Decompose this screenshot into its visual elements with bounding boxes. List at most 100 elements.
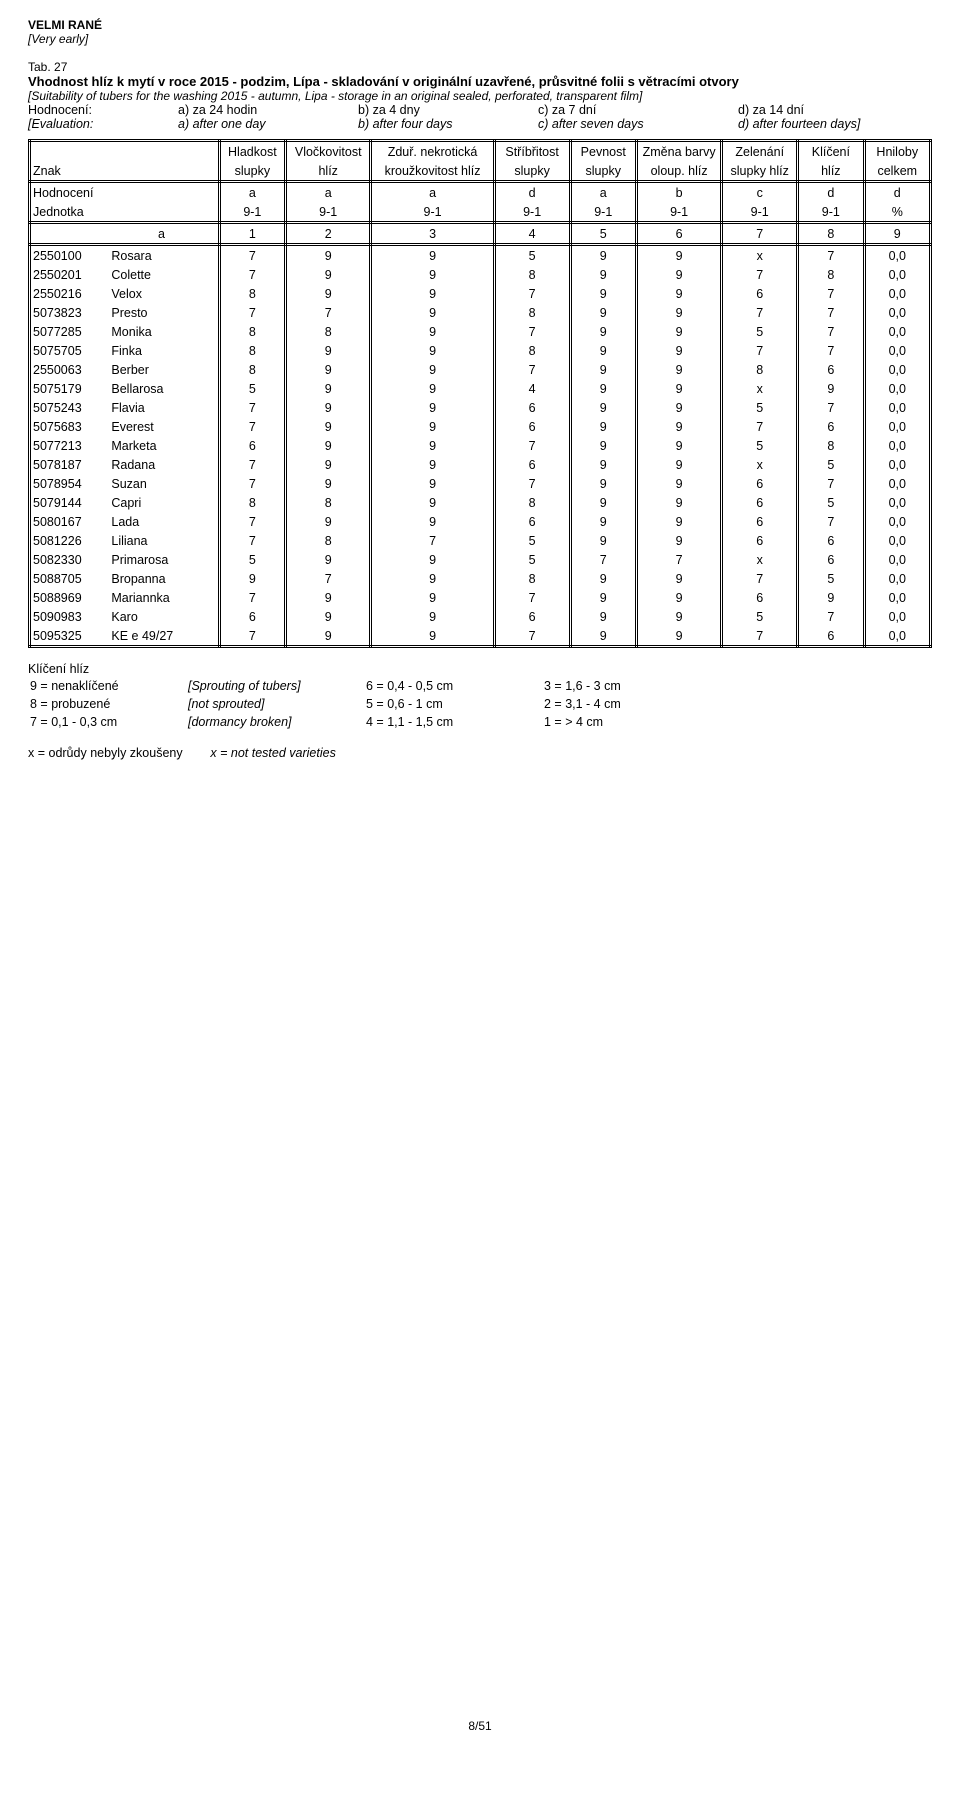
table-row: 5 [494, 245, 570, 266]
table-row: 5073823 [30, 303, 106, 322]
table-row: 6 [722, 531, 798, 550]
table-row-hodnoceni: d [798, 182, 864, 203]
table-header: Hladkost [219, 141, 285, 162]
table-row-jednotka: Jednotka [30, 202, 106, 223]
table-row: 7 [722, 626, 798, 647]
table-row-hodnoceni: Hodnocení [30, 182, 106, 203]
table-row-jednotka: 9-1 [494, 202, 570, 223]
table-row: 2550063 [30, 360, 106, 379]
table-row-colnums: 7 [722, 223, 798, 245]
table-row: 5 [494, 531, 570, 550]
legend-cell: 9 = nenaklíčené [30, 678, 186, 694]
table-row: 9 [219, 569, 285, 588]
table-row: 7 [798, 303, 864, 322]
table-row: 9 [570, 512, 636, 531]
table-row: 9 [286, 626, 371, 647]
table-header: kroužkovitost hlíz [371, 161, 494, 182]
table-row: 9 [570, 360, 636, 379]
table-row: 9 [570, 265, 636, 284]
table-row: 6 [722, 493, 798, 512]
table-row: 0,0 [864, 322, 930, 341]
table-row-colnums: 4 [494, 223, 570, 245]
table-row: 5082330 [30, 550, 106, 569]
table-row: 9 [286, 284, 371, 303]
table-row: 9 [570, 379, 636, 398]
table-row: 0,0 [864, 245, 930, 266]
table-row: 0,0 [864, 550, 930, 569]
table-row: Primarosa [105, 550, 219, 569]
table-row: Capri [105, 493, 219, 512]
table-row: 9 [570, 341, 636, 360]
table-row: 7 [798, 341, 864, 360]
table-row: 9 [570, 284, 636, 303]
table-row: 5078187 [30, 455, 106, 474]
table-header: slupky hlíz [722, 161, 798, 182]
table-row: 7 [219, 531, 285, 550]
table-row: 9 [371, 626, 494, 647]
table-row: 6 [722, 512, 798, 531]
table-row: 7 [798, 322, 864, 341]
table-header: slupky [494, 161, 570, 182]
table-row: 9 [371, 512, 494, 531]
table-row-jednotka: % [864, 202, 930, 223]
table-row: 8 [219, 493, 285, 512]
table-row: 5081226 [30, 531, 106, 550]
table-row: 5 [798, 455, 864, 474]
table-row: 9 [371, 322, 494, 341]
table-row: 5 [798, 493, 864, 512]
table-row: x [722, 455, 798, 474]
table-row: 8 [494, 303, 570, 322]
eval-row-en: [Evaluation: a) after one day b) after f… [28, 117, 932, 131]
table-row: Radana [105, 455, 219, 474]
table-row: 7 [494, 322, 570, 341]
table-header: celkem [864, 161, 930, 182]
table-row: 9 [371, 569, 494, 588]
table-header [30, 141, 106, 162]
table-row-hodnoceni: a [219, 182, 285, 203]
table-row: 5075705 [30, 341, 106, 360]
table-row: 9 [570, 626, 636, 647]
table-row: 8 [494, 265, 570, 284]
legend-cell: 8 = probuzené [30, 696, 186, 712]
table-row: 0,0 [864, 569, 930, 588]
table-row: KE e 49/27 [105, 626, 219, 647]
table-row-jednotka: 9-1 [570, 202, 636, 223]
table-header: Hniloby [864, 141, 930, 162]
table-row: 9 [636, 245, 721, 266]
table-row: 6 [219, 436, 285, 455]
table-row: 9 [286, 417, 371, 436]
table-row: 0,0 [864, 436, 930, 455]
table-row: x [722, 379, 798, 398]
table-row: 9 [636, 531, 721, 550]
table-row: 9 [570, 436, 636, 455]
table-row: 9 [636, 569, 721, 588]
table-row: 9 [636, 398, 721, 417]
table-row: 9 [371, 265, 494, 284]
legend-table: 9 = nenaklíčené[Sprouting of tubers]6 = … [28, 676, 629, 732]
tab-number: Tab. 27 [28, 60, 932, 74]
table-row: 5 [494, 550, 570, 569]
table-row: 9 [570, 398, 636, 417]
table-row: 7 [219, 245, 285, 266]
table-row: 6 [494, 455, 570, 474]
table-row: 9 [286, 379, 371, 398]
table-row: 0,0 [864, 531, 930, 550]
table-row: 9 [371, 379, 494, 398]
table-row-colnums: 1 [219, 223, 285, 245]
table-row: Presto [105, 303, 219, 322]
table-row: 8 [286, 531, 371, 550]
table-row-hodnoceni: a [371, 182, 494, 203]
page-footer: 8/51 [0, 1719, 960, 1733]
table-row: 7 [798, 512, 864, 531]
table-row: 7 [219, 588, 285, 607]
table-row-jednotka: 9-1 [636, 202, 721, 223]
table-row: Suzan [105, 474, 219, 493]
table-row: 4 [494, 379, 570, 398]
table-row: Lada [105, 512, 219, 531]
table-row-colnums: 6 [636, 223, 721, 245]
table-row: 9 [636, 607, 721, 626]
table-row: 7 [494, 436, 570, 455]
table-row: 9 [286, 341, 371, 360]
table-row-jednotka: 9-1 [371, 202, 494, 223]
table-row-hodnoceni: a [286, 182, 371, 203]
